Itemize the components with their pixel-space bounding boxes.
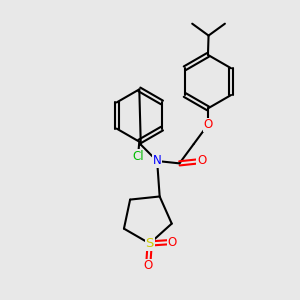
Text: O: O <box>144 259 153 272</box>
Text: N: N <box>153 154 161 167</box>
Text: O: O <box>167 236 177 248</box>
Text: Cl: Cl <box>132 150 144 163</box>
Text: O: O <box>197 154 206 167</box>
Text: S: S <box>146 237 154 250</box>
Text: O: O <box>203 118 213 131</box>
